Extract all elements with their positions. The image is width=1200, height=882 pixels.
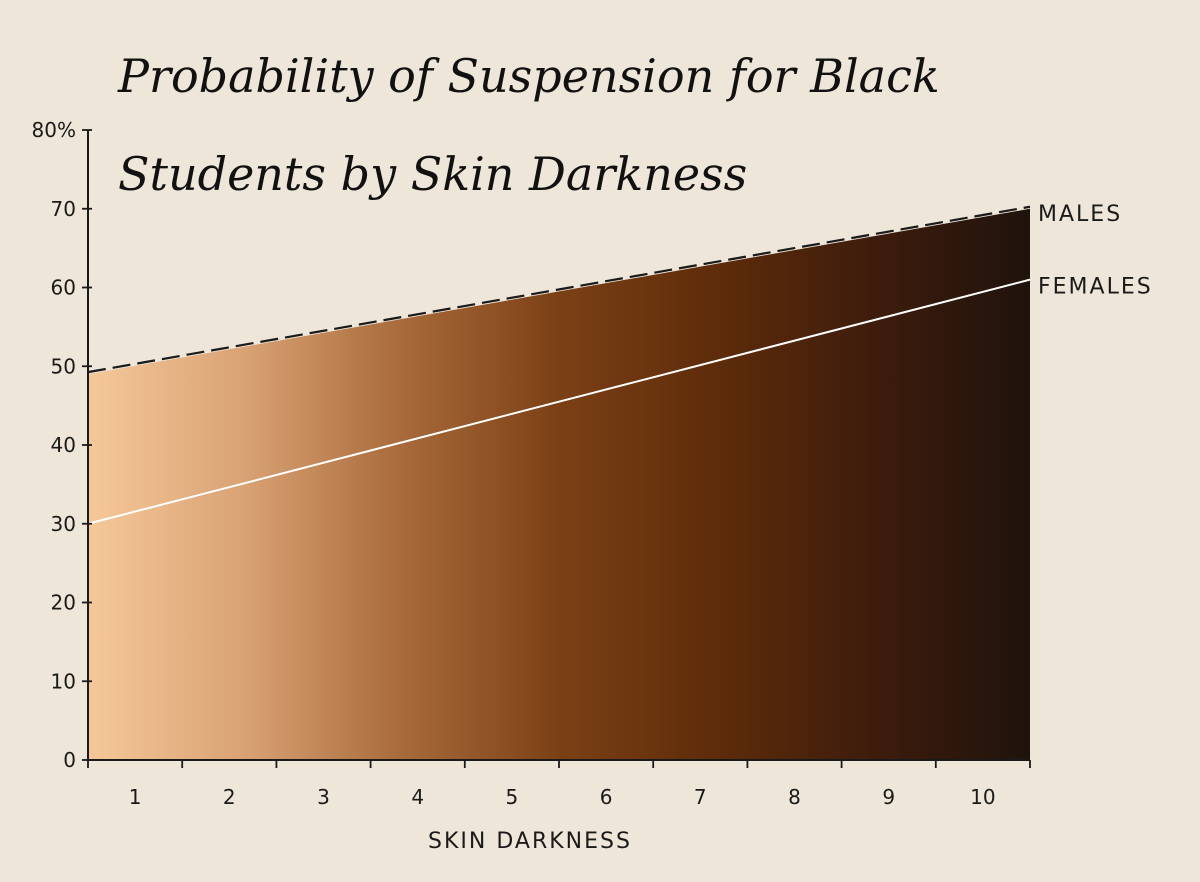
area-fill — [88, 208, 1030, 760]
x-axis-title: SKIN DARKNESS — [428, 829, 632, 854]
x-tick-label: 7 — [694, 785, 707, 809]
y-tick-label: 50 — [51, 354, 76, 378]
chart-title: Probability of Suspension for Black Stud… — [117, 49, 940, 201]
y-tick-label: 30 — [51, 512, 76, 536]
y-tick-label: 40 — [51, 433, 76, 457]
y-tick-label: 80% — [32, 118, 76, 142]
y-tick-label: 60 — [51, 276, 76, 300]
series-label-males: MALES — [1038, 202, 1122, 227]
x-tick-label: 1 — [129, 785, 142, 809]
series-label-females: FEMALES — [1038, 275, 1153, 300]
y-tick-label: 70 — [51, 197, 76, 221]
x-tick-label: 6 — [600, 785, 613, 809]
x-tick-label: 2 — [223, 785, 236, 809]
y-tick-label: 10 — [51, 669, 76, 693]
x-tick-label: 9 — [882, 785, 895, 809]
chart-title-line-1: Probability of Suspension for Black — [117, 49, 940, 103]
y-tick-label: 0 — [63, 748, 76, 772]
x-tick-label: 10 — [970, 785, 995, 809]
series-line-males — [87, 205, 1031, 374]
x-tick-label: 3 — [317, 785, 330, 809]
x-tick-label: 5 — [506, 785, 519, 809]
y-tick-label: 20 — [51, 591, 76, 615]
chart-title-line-2: Students by Skin Darkness — [118, 147, 747, 201]
x-tick-label: 8 — [788, 785, 801, 809]
x-tick-label: 4 — [411, 785, 424, 809]
series-line-females — [87, 278, 1031, 525]
